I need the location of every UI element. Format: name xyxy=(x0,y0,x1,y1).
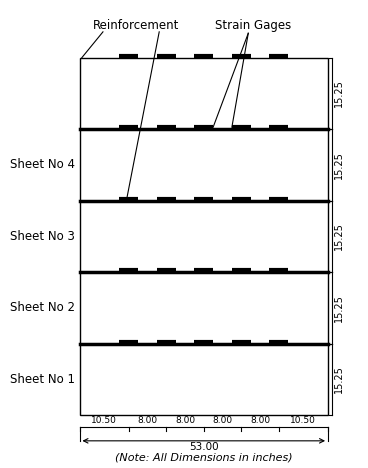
Text: 15.25: 15.25 xyxy=(333,294,344,322)
Text: 8.00: 8.00 xyxy=(175,417,195,425)
Text: Sheet No 4: Sheet No 4 xyxy=(10,158,75,171)
Text: 15.25: 15.25 xyxy=(333,222,344,250)
Text: 8.00: 8.00 xyxy=(137,417,158,425)
Text: 8.00: 8.00 xyxy=(212,417,233,425)
Text: 10.50: 10.50 xyxy=(290,417,316,425)
Text: 8.00: 8.00 xyxy=(250,417,270,425)
Text: Reinforcement: Reinforcement xyxy=(93,19,179,32)
Text: (Note: All Dimensions in inches): (Note: All Dimensions in inches) xyxy=(115,453,293,462)
Text: Strain Gages: Strain Gages xyxy=(215,19,291,32)
Text: Sheet No 3: Sheet No 3 xyxy=(10,230,75,243)
Text: Sheet No 1: Sheet No 1 xyxy=(10,373,75,386)
Text: 10.50: 10.50 xyxy=(91,417,117,425)
Bar xyxy=(79,58,328,415)
Text: 15.25: 15.25 xyxy=(333,80,344,107)
Text: Sheet No 2: Sheet No 2 xyxy=(10,301,75,314)
Text: 15.25: 15.25 xyxy=(333,366,344,393)
Text: 15.25: 15.25 xyxy=(333,151,344,179)
Text: 53.00: 53.00 xyxy=(189,442,219,452)
